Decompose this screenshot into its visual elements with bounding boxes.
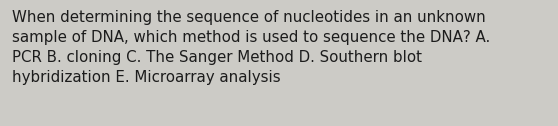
Text: When determining the sequence of nucleotides in an unknown
sample of DNA, which : When determining the sequence of nucleot…	[12, 10, 490, 85]
